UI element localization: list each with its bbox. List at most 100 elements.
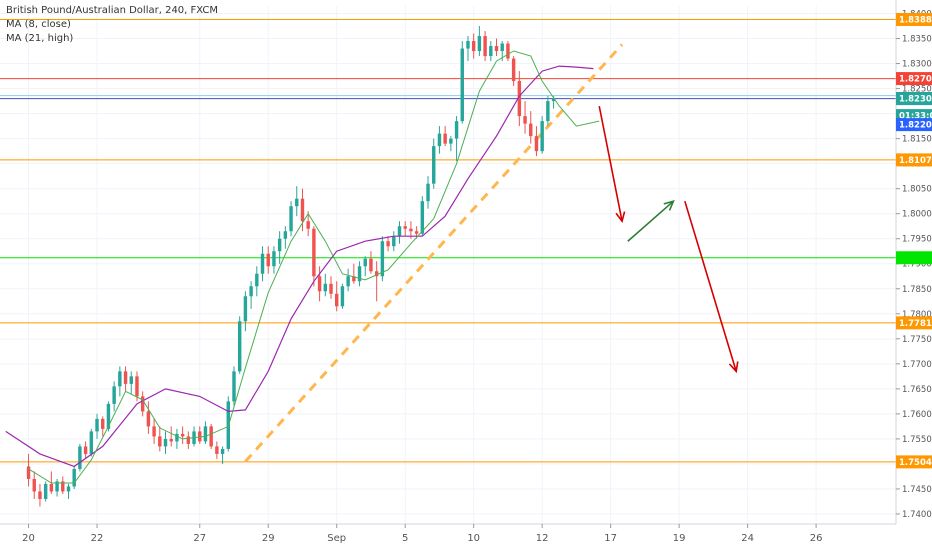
candle — [272, 246, 276, 274]
candle-body — [392, 236, 396, 247]
candle — [529, 111, 533, 144]
candle — [243, 291, 248, 332]
candle-body — [546, 101, 550, 122]
arrow-shaft — [598, 105, 623, 222]
candle — [26, 453, 31, 487]
candle — [506, 41, 510, 62]
candle-body — [118, 371, 122, 387]
y-tick-label: 1.74500 — [902, 485, 932, 495]
candle — [346, 268, 350, 292]
candle — [203, 421, 208, 444]
candle-body — [249, 286, 253, 297]
candle-body — [300, 198, 305, 222]
y-tick-label: 1.79000 — [902, 260, 932, 270]
y-tick-label: 1.75500 — [902, 435, 932, 445]
support-trend-line — [244, 43, 624, 463]
x-tick-label: 12 — [536, 533, 549, 544]
candle — [295, 186, 299, 217]
candle-body — [135, 376, 139, 397]
candle — [494, 38, 499, 57]
x-tick-label: 24 — [741, 533, 754, 544]
candle-body — [32, 478, 36, 492]
candle-body — [152, 426, 156, 437]
candle — [432, 138, 436, 189]
candle — [32, 471, 36, 499]
candle-body — [506, 43, 510, 59]
candle-body — [489, 46, 493, 57]
candle — [386, 236, 390, 252]
candle — [237, 316, 242, 374]
candle-body — [534, 136, 539, 152]
candle-body — [329, 283, 333, 294]
candle — [78, 443, 82, 472]
candle — [283, 226, 288, 249]
candle-body — [432, 146, 436, 184]
candle-body — [272, 251, 276, 267]
candle-body — [49, 483, 54, 492]
candle — [123, 366, 128, 392]
level-badge-label: 1.82700 — [899, 75, 932, 85]
candle — [340, 283, 345, 309]
level-badge-label: 1.81075 — [899, 156, 932, 166]
candle-body — [266, 253, 270, 267]
x-tick-label: 5 — [402, 533, 408, 544]
candle — [323, 273, 328, 297]
candle — [374, 261, 379, 302]
candle-body — [260, 253, 265, 274]
y-tick-label: 1.80500 — [902, 185, 932, 195]
candle-body — [95, 418, 99, 432]
level-badge — [896, 153, 932, 167]
candle-body — [43, 483, 48, 499]
candle-body — [386, 241, 390, 247]
candle-body — [163, 438, 168, 447]
forecast-arrow — [598, 105, 626, 224]
price-badge — [896, 118, 932, 132]
candle — [249, 281, 253, 309]
candle-body — [471, 41, 476, 52]
forecast-arrow — [684, 200, 739, 374]
price-badge-label: 1.82302 — [899, 94, 932, 104]
candle-body — [340, 286, 345, 307]
candle-body — [460, 48, 464, 122]
candle — [426, 176, 430, 209]
candle — [129, 371, 133, 394]
y-tick-label: 1.78000 — [902, 310, 932, 320]
candle — [198, 426, 202, 444]
candle — [534, 126, 539, 157]
candle-body — [140, 396, 145, 412]
candle-body — [374, 271, 379, 277]
candle-body — [180, 433, 185, 437]
candle — [483, 31, 487, 62]
candle — [312, 226, 316, 287]
candle — [232, 366, 236, 407]
candle — [511, 56, 516, 87]
candle-body — [146, 411, 151, 427]
candle-body — [443, 133, 447, 144]
candle — [72, 466, 76, 489]
candle-body — [363, 258, 367, 267]
arrow-head — [728, 361, 739, 374]
forecast-arrows — [598, 105, 739, 374]
candle — [477, 26, 482, 57]
candle-body — [323, 283, 328, 292]
candle — [83, 441, 88, 459]
y-tick-label: 1.77500 — [902, 335, 932, 345]
candle-body — [523, 116, 527, 124]
candle — [277, 231, 282, 264]
candle-body — [38, 491, 42, 499]
level-badge — [896, 13, 932, 27]
moving-averages — [5, 50, 600, 484]
candle — [443, 126, 447, 147]
y-tick-label: 1.83500 — [902, 35, 932, 45]
candle-body — [306, 221, 310, 229]
candle — [329, 276, 333, 299]
candle — [540, 116, 544, 154]
x-tick-label: 19 — [673, 533, 686, 544]
price-badge — [896, 91, 932, 105]
candle-body — [511, 58, 516, 82]
candle-body — [369, 258, 373, 272]
